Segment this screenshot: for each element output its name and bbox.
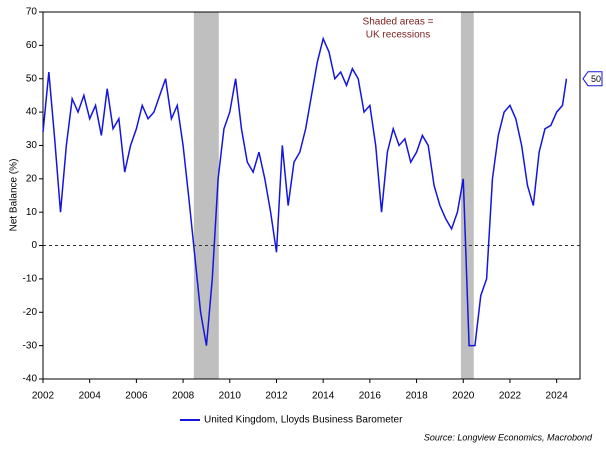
- y-tick-label: 40: [26, 107, 38, 118]
- x-tick-label: 2008: [172, 391, 195, 402]
- y-tick-label: 70: [26, 7, 38, 18]
- value-tag: [582, 71, 603, 87]
- y-tick-label: 60: [26, 40, 38, 51]
- x-tick-label: 2014: [312, 391, 335, 402]
- value-label: 50: [591, 74, 601, 84]
- y-tick-label: 10: [26, 207, 38, 218]
- series-line: [42, 36, 568, 347]
- y-tick-label: 20: [26, 173, 38, 184]
- x-tick-label: 2018: [405, 391, 428, 402]
- source: Source: Longview Economics, Macrobond: [424, 432, 593, 442]
- legend-label: United Kingdom, Lloyds Business Baromete…: [204, 415, 403, 426]
- y-tick-label: -30: [23, 340, 38, 351]
- plot-frame: [42, 11, 581, 380]
- x-tick-label: 2022: [499, 391, 522, 402]
- x-tick-label: 2002: [32, 391, 55, 402]
- x-tick-label: 2004: [79, 391, 102, 402]
- y-tick-label: -10: [23, 274, 38, 285]
- y-tick-label: 50: [26, 73, 38, 84]
- annotation: Shaded areas =: [363, 17, 434, 28]
- x-tick-label: 2020: [452, 391, 475, 402]
- x-tick-label: 2024: [546, 391, 569, 402]
- y-axis-label: Net Balance (%): [9, 159, 20, 232]
- y-tick-label: -20: [23, 307, 38, 318]
- y-tick-label: 0: [31, 240, 37, 251]
- x-tick-label: 2012: [265, 391, 288, 402]
- y-tick-label: -40: [23, 374, 38, 385]
- y-tick-label: 30: [26, 140, 38, 151]
- recession-shade: [460, 12, 474, 379]
- annotation: UK recessions: [366, 30, 430, 41]
- recession-shade: [193, 12, 219, 379]
- x-tick-label: 2006: [125, 391, 148, 402]
- x-tick-label: 2010: [219, 391, 242, 402]
- x-tick-label: 2016: [359, 391, 382, 402]
